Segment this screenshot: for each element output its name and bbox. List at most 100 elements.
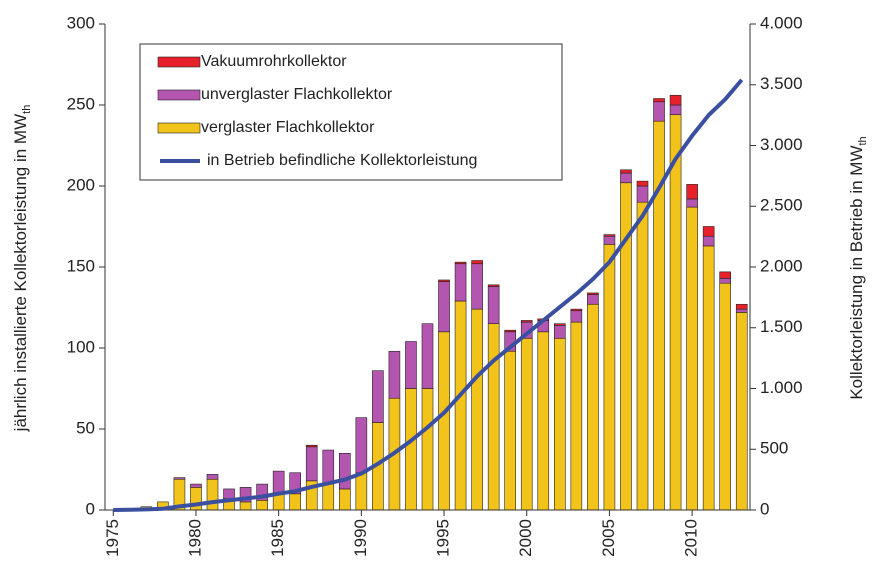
y-tick-label: 200	[67, 175, 95, 194]
bar	[173, 477, 186, 480]
bar	[735, 303, 748, 310]
bar	[669, 94, 682, 106]
bar	[702, 235, 715, 247]
legend-label: verglaster Flachkollektor	[201, 119, 375, 136]
y2-tick-label: 1.500	[760, 317, 803, 336]
bar	[719, 271, 731, 279]
bar	[339, 488, 351, 511]
bar	[587, 294, 599, 305]
legend-swatch	[157, 89, 201, 101]
bar	[520, 337, 533, 511]
bar	[702, 226, 715, 237]
bar	[239, 501, 252, 511]
bar	[322, 483, 335, 511]
y-tick-label: 150	[67, 256, 95, 275]
bar	[471, 260, 483, 265]
bar	[256, 499, 268, 511]
bar	[421, 323, 434, 389]
bar	[322, 449, 335, 485]
bar	[206, 474, 219, 480]
bar	[421, 388, 434, 511]
bar	[471, 263, 483, 310]
bar	[686, 206, 698, 511]
bar	[636, 180, 649, 187]
bar	[620, 172, 632, 184]
bar	[686, 198, 698, 208]
bar	[454, 263, 467, 302]
bar	[272, 470, 285, 495]
bar	[702, 245, 715, 511]
y2-tick-label: 2.500	[760, 196, 803, 215]
legend-label: Vakuumrohrkollektor	[201, 53, 347, 70]
bar	[735, 312, 748, 511]
bar	[669, 114, 682, 511]
legend-swatch	[157, 122, 201, 134]
x-tick-label: 2005	[599, 519, 618, 557]
bar	[223, 488, 235, 499]
bar	[520, 320, 533, 323]
bar	[289, 493, 301, 511]
y2-axis-label: Kollektorleistung in Betrieb in MWth	[847, 136, 868, 399]
x-tick-label: 1980	[185, 519, 204, 557]
bar	[305, 444, 318, 448]
bar	[355, 417, 368, 474]
x-tick-label: 2010	[682, 519, 701, 557]
x-tick-label: 1975	[103, 519, 122, 557]
bar	[454, 300, 467, 511]
bar	[305, 446, 318, 482]
bar	[620, 169, 632, 174]
y-tick-label: 50	[76, 418, 95, 437]
bar	[372, 370, 384, 423]
x-tick-label: 1990	[351, 519, 370, 557]
x-tick-label: 1995	[434, 519, 453, 557]
bar	[256, 483, 268, 501]
bar	[554, 323, 566, 326]
y2-tick-label: 4.000	[760, 13, 803, 32]
bar	[438, 331, 450, 511]
bar	[206, 478, 219, 511]
y-tick-label: 250	[67, 94, 95, 113]
bar	[339, 452, 351, 490]
bar	[537, 331, 550, 511]
y-tick-label: 100	[67, 337, 95, 356]
bar	[719, 282, 731, 511]
bar	[289, 472, 301, 495]
bar	[454, 261, 467, 265]
bar	[636, 185, 649, 203]
bar	[735, 308, 748, 313]
y-tick-label: 0	[86, 499, 95, 518]
bar	[487, 284, 500, 287]
bar	[636, 201, 649, 511]
line	[113, 78, 744, 512]
bar	[570, 308, 583, 312]
bar	[603, 234, 616, 237]
x-tick-label: 2000	[516, 519, 535, 557]
bar	[388, 350, 401, 399]
bar	[487, 286, 500, 325]
bar	[669, 104, 682, 116]
y2-tick-label: 1.000	[760, 378, 803, 397]
y-axis-label: jährlich installierte Kollektorleistung …	[11, 105, 32, 433]
y2-tick-label: 2.000	[760, 256, 803, 275]
bar	[471, 308, 483, 511]
y2-tick-label: 500	[760, 439, 788, 458]
legend-label: in Betrieb befindliche Kollektorleistung	[207, 152, 477, 169]
bar	[504, 350, 516, 511]
bar	[653, 101, 665, 122]
bar	[405, 388, 417, 511]
y-tick-label: 300	[67, 13, 95, 32]
bar	[355, 472, 368, 511]
bar	[438, 281, 450, 333]
y2-tick-label: 3.500	[760, 74, 803, 93]
bar	[570, 321, 583, 511]
bar	[438, 279, 450, 282]
legend-label: unverglaster Flachkollektor	[201, 86, 393, 103]
bar	[554, 325, 566, 339]
bar	[603, 235, 616, 245]
legend-swatch	[157, 56, 201, 68]
x-tick-label: 1985	[268, 519, 287, 557]
bar	[504, 329, 516, 333]
bar	[554, 337, 566, 511]
bar	[239, 487, 252, 503]
